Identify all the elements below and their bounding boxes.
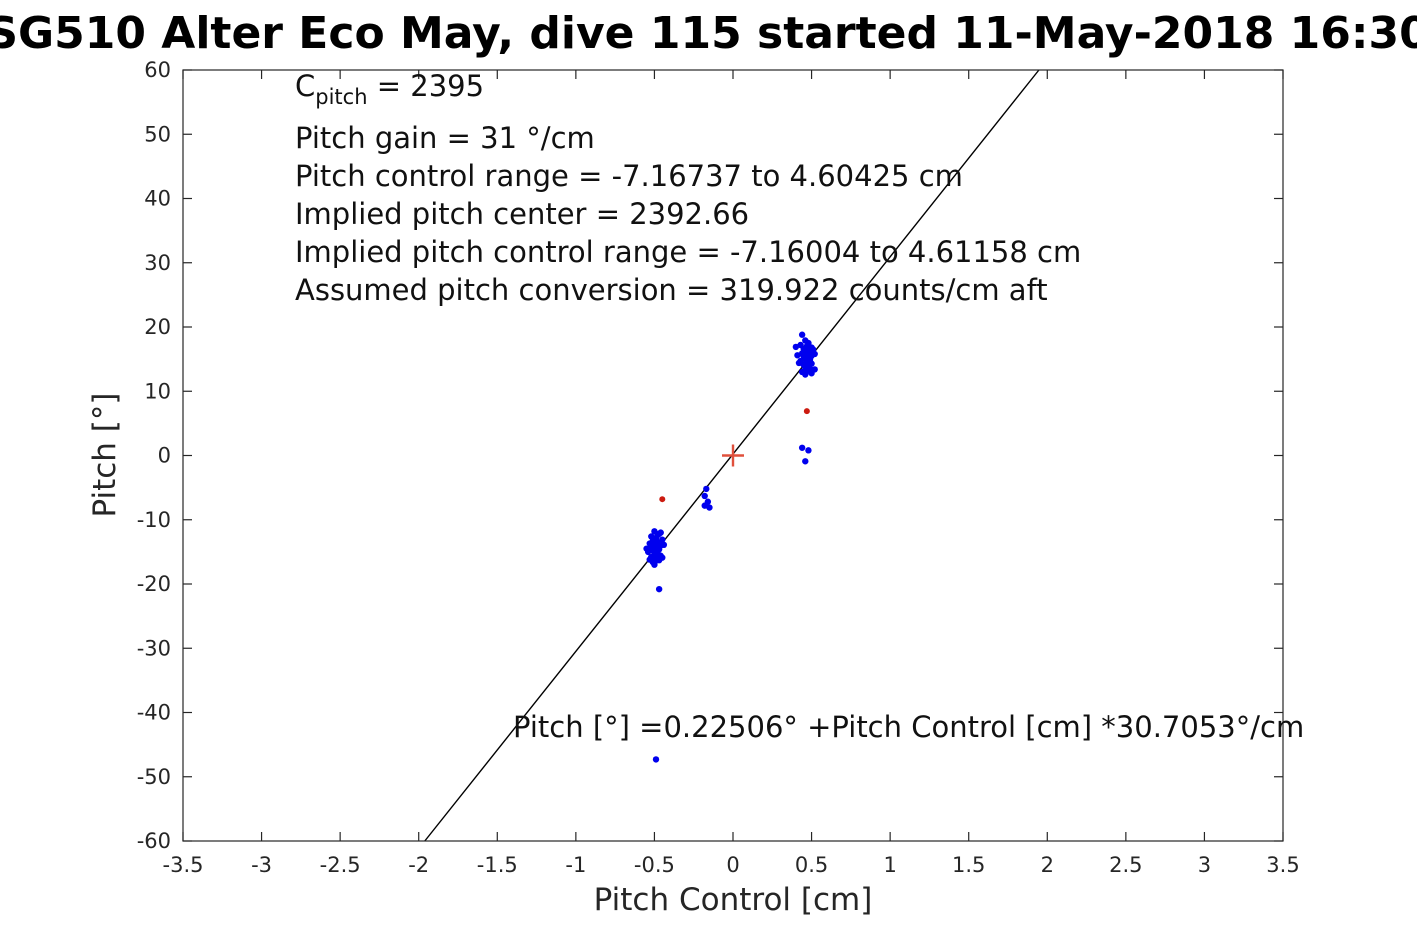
observed-pitch-point: [798, 331, 806, 338]
y-tick-label: 50: [144, 122, 171, 146]
y-tick-label: -50: [137, 765, 171, 789]
observed-pitch-point: [657, 529, 664, 536]
x-tick-label: 2.5: [1109, 853, 1142, 877]
observed-pitch-point: [659, 554, 666, 561]
observed-pitch-point: [809, 346, 817, 353]
y-tick-label: -30: [137, 636, 171, 660]
annotation-pitch-gain: Pitch gain = 31 °/cm: [295, 121, 595, 155]
observed-pitch-point: [652, 756, 660, 763]
observed-pitch-point: [811, 366, 818, 373]
y-tick-label: 60: [144, 58, 171, 82]
y-axis-label: Pitch [°]: [87, 392, 123, 517]
y-tick-label: -20: [137, 572, 171, 596]
observed-pitch-point: [802, 458, 809, 465]
y-tick-label: -40: [137, 701, 171, 725]
reference-pitch-point: [803, 408, 810, 415]
y-tick-label: -10: [137, 508, 171, 532]
annotation-cpitch-rest: = 2395: [368, 69, 485, 103]
annotation-assumed-pitch-conversion: Assumed pitch conversion = 319.922 count…: [295, 273, 1048, 307]
annotation-cpitch-sub: pitch: [315, 85, 367, 109]
annotation-cpitch-base: C: [295, 69, 315, 103]
y-tick-label: -60: [137, 829, 171, 853]
fit-equation-label: Pitch [°] =0.22506° +Pitch Control [cm] …: [513, 710, 1304, 744]
x-tick-label: 1.5: [952, 853, 985, 877]
observed-pitch-point: [660, 541, 668, 549]
annotation-pitch-control-range: Pitch control range = -7.16737 to 4.6042…: [295, 159, 963, 193]
observed-pitch-point: [646, 556, 653, 563]
y-tick-label: 40: [144, 187, 171, 211]
y-tick-label: 0: [158, 444, 171, 468]
scatter-points-group: [643, 331, 818, 763]
x-tick-label: -3: [251, 853, 272, 877]
observed-pitch-point: [703, 485, 710, 493]
observed-pitch-point: [643, 545, 650, 552]
x-axis-label: Pitch Control [cm]: [594, 882, 873, 918]
observed-pitch-point: [798, 444, 806, 451]
x-tick-label: 0: [726, 853, 739, 877]
x-tick-label: 2: [1041, 853, 1054, 877]
x-tick-label: -2.5: [320, 853, 361, 877]
x-tick-label: 3: [1198, 853, 1211, 877]
observed-pitch-point: [795, 359, 803, 367]
observed-pitch-point: [802, 371, 809, 378]
x-tick-label: 0.5: [795, 853, 828, 877]
axis-ticks-group: -3.5 -3 -2.5 -2 -1.5 -1 -0.5 0 0.5 1 1.5 2 2.5 3 3.5 -6…: [137, 58, 1300, 877]
reference-pitch-point: [659, 496, 666, 503]
observed-pitch-point: [651, 560, 658, 567]
x-tick-label: 1: [883, 853, 896, 877]
observed-pitch-point: [701, 502, 708, 509]
y-tick-label: 20: [144, 315, 171, 339]
y-tick-label: 30: [144, 251, 171, 275]
annotation-implied-pitch-center: Implied pitch center = 2392.66: [295, 197, 749, 231]
x-tick-label: -2: [408, 853, 429, 877]
x-tick-label: -1: [565, 853, 586, 877]
observed-pitch-point: [794, 352, 801, 359]
chart-title: SG510 Alter Eco May, dive 115 started 11…: [0, 8, 1417, 59]
annotation-cpitch: Cpitch = 2395: [295, 69, 484, 109]
observed-pitch-point: [792, 343, 800, 351]
x-tick-label: -1.5: [477, 853, 518, 877]
x-tick-label: -3.5: [163, 853, 204, 877]
observed-pitch-point: [701, 492, 708, 500]
observed-pitch-point: [805, 447, 812, 454]
observed-pitch-point: [659, 536, 666, 543]
x-tick-label: 3.5: [1266, 853, 1299, 877]
observed-pitch-point: [655, 585, 663, 593]
y-tick-label: 10: [144, 379, 171, 403]
x-tick-label: -0.5: [634, 853, 675, 877]
annotation-implied-pitch-control-range: Implied pitch control range = -7.16004 t…: [295, 235, 1081, 269]
